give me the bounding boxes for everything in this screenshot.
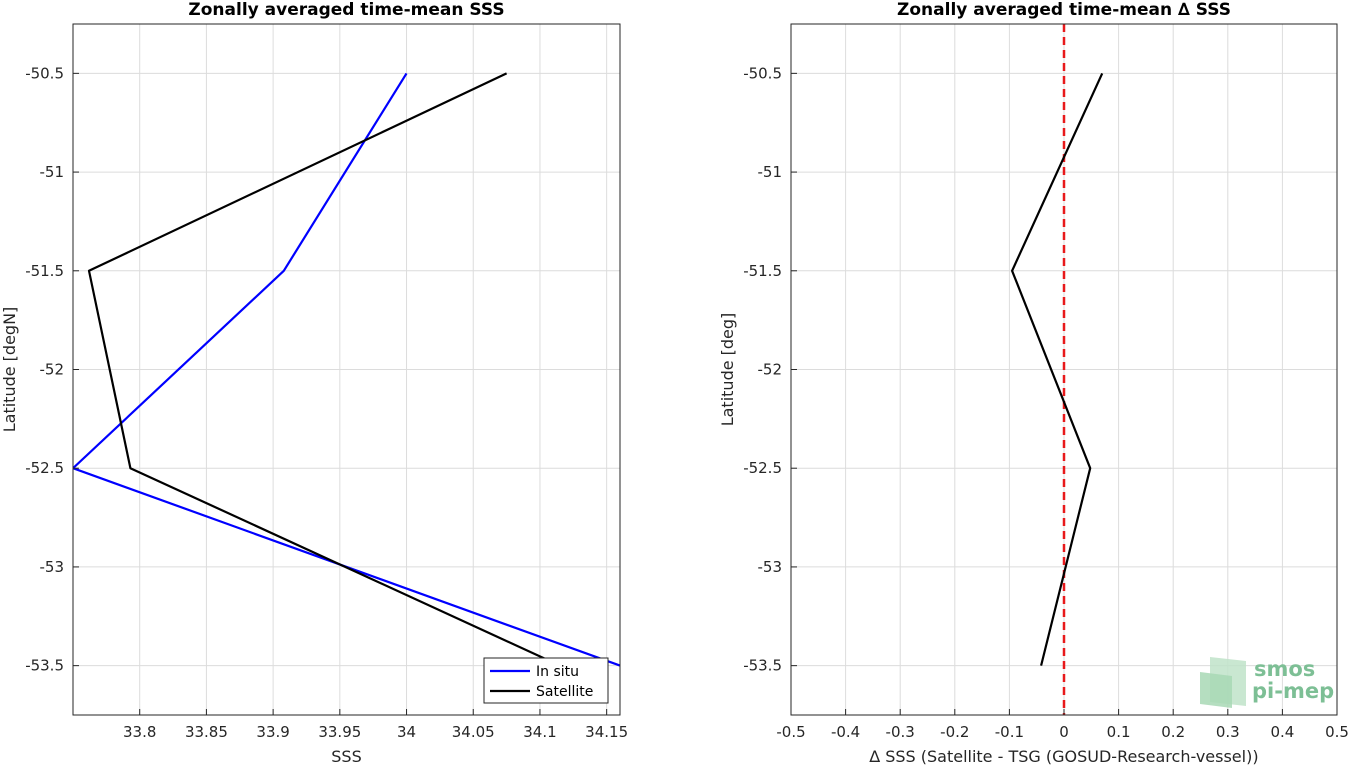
y-tick-label: -52 [758, 361, 783, 379]
y-tick-label: -52.5 [743, 459, 782, 477]
left-panel: 33.8 33.85 33.9 33.95 34 34.05 34.1 34.15 -50.5 -… [0, 0, 628, 765]
x-tick-label: 34.15 [585, 723, 628, 741]
y-tick-label: -51 [40, 163, 65, 181]
series-line-satellite [87, 72, 561, 667]
x-tick-label: 0.4 [1270, 723, 1294, 741]
logo-text-pi-mep: pi-mep [1252, 679, 1334, 703]
y-axis-label: Latitude [degN] [0, 307, 19, 433]
x-tick-label: 0.5 [1325, 723, 1349, 741]
x-tick-label: -0.1 [995, 723, 1024, 741]
tick-labels: 33.8 33.85 33.9 33.95 34 34.05 34.1 34.15 -50.5 -… [25, 64, 628, 741]
x-tick-label: 33.8 [123, 723, 156, 741]
chart-title: Zonally averaged time-mean ∆ SSS [897, 0, 1231, 20]
series-line-delta [1010, 72, 1104, 666]
y-tick-label: -53 [40, 558, 65, 576]
logo-mark-front [1200, 672, 1232, 708]
x-tick-label: 34 [397, 723, 416, 741]
legend: In situ Satellite [483, 657, 609, 704]
x-tick-label: 33.9 [256, 723, 289, 741]
legend-label-satellite: Satellite [536, 684, 593, 700]
grid [73, 24, 620, 715]
x-tick-label: 34.05 [452, 723, 495, 741]
series-group [1010, 72, 1104, 666]
tick-labels: -0.5 -0.4 -0.3 -0.2 -0.1 0 0.1 0.2 0.3 0.4 0.5 -50.… [743, 64, 1349, 741]
y-tick-label: -51.5 [743, 262, 782, 280]
right-panel: -0.5 -0.4 -0.3 -0.2 -0.1 0 0.1 0.2 0.3 0.4 0.5 -50.… [718, 0, 1349, 765]
series-group [73, 72, 620, 667]
x-tick-label: -0.2 [940, 723, 969, 741]
legend-box [483, 657, 609, 704]
x-tick-label: 33.85 [185, 723, 228, 741]
chart-title: Zonally averaged time-mean SSS [188, 0, 504, 20]
y-tick-label: -53 [758, 558, 783, 576]
smos-pi-mep-logo: smos pi-mep [1200, 657, 1334, 708]
y-tick-label: -53.5 [25, 657, 64, 675]
y-tick-label: -51.5 [25, 262, 64, 280]
y-tick-label: -51 [758, 163, 783, 181]
x-tick-label: -0.5 [776, 723, 805, 741]
x-tick-label: -0.4 [831, 723, 860, 741]
x-tick-label: 34.1 [523, 723, 556, 741]
y-tick-label: -53.5 [743, 657, 782, 675]
x-tick-label: 0.1 [1107, 723, 1131, 741]
y-tick-label: -50.5 [25, 64, 64, 82]
x-tick-label: 33.95 [318, 723, 361, 741]
x-tick-label: 0.3 [1216, 723, 1240, 741]
x-tick-label: -0.3 [886, 723, 915, 741]
logo-text-smos: smos [1254, 657, 1315, 681]
x-axis-label: SSS [331, 747, 361, 765]
y-tick-label: -52 [40, 361, 65, 379]
x-tick-label: 0 [1059, 723, 1069, 741]
y-tick-label: -50.5 [743, 64, 782, 82]
y-tick-label: -52.5 [25, 459, 64, 477]
x-tick-label: 0.2 [1161, 723, 1185, 741]
legend-label-in-situ: In situ [536, 664, 579, 680]
y-axis-label: Latitude [deg] [718, 313, 737, 427]
x-axis-label: ∆ SSS (Satellite - TSG (GOSUD-Research-v… [868, 747, 1258, 765]
